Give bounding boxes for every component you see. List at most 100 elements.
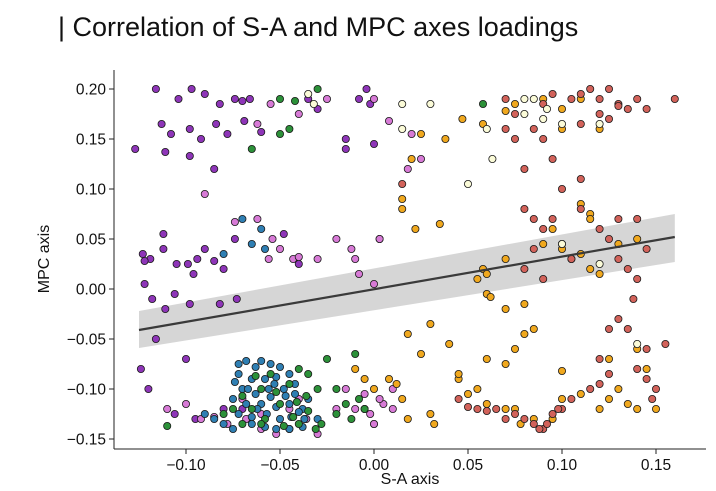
y-tick-label: −0.05	[67, 332, 106, 349]
data-point	[242, 399, 251, 408]
data-point	[586, 214, 595, 223]
data-point	[554, 404, 563, 413]
data-point	[247, 404, 256, 413]
data-point	[595, 95, 604, 104]
data-point	[548, 224, 557, 233]
y-tick-label: 0.05	[76, 232, 106, 249]
data-point	[292, 397, 301, 406]
data-point	[219, 409, 228, 418]
data-point	[140, 256, 149, 265]
data-point	[257, 384, 266, 393]
data-point	[228, 424, 237, 433]
data-point	[347, 414, 356, 423]
data-point	[238, 391, 247, 400]
x-tick-label: 0.10	[547, 457, 578, 474]
data-point	[501, 359, 510, 368]
data-point	[351, 404, 360, 413]
data-point	[172, 259, 181, 268]
data-point	[266, 392, 275, 401]
data-point	[539, 224, 548, 233]
data-point	[501, 254, 510, 263]
data-point	[642, 374, 651, 383]
data-point	[633, 234, 642, 243]
data-point	[260, 244, 269, 253]
data-point	[623, 399, 632, 408]
data-point	[623, 324, 632, 333]
data-point	[614, 102, 623, 111]
data-point	[185, 125, 194, 134]
data-point	[183, 259, 192, 268]
data-point	[595, 120, 604, 129]
data-point	[486, 292, 495, 301]
data-point	[369, 384, 378, 393]
data-point	[435, 219, 444, 228]
data-point	[341, 134, 350, 143]
data-point	[148, 294, 157, 303]
data-point	[426, 319, 435, 328]
data-point	[595, 354, 604, 363]
data-point	[245, 95, 254, 104]
data-point	[633, 404, 642, 413]
data-point	[369, 95, 378, 104]
data-point	[294, 419, 303, 428]
data-point	[362, 85, 371, 94]
data-point	[247, 144, 256, 153]
data-point	[275, 244, 284, 253]
data-point	[151, 334, 160, 343]
data-point	[398, 179, 407, 188]
data-point	[539, 134, 548, 143]
y-tick-label: 0.15	[76, 132, 106, 149]
data-point	[234, 369, 243, 378]
data-point	[230, 377, 239, 386]
data-point	[294, 407, 303, 416]
data-point	[482, 269, 491, 278]
data-point	[219, 249, 228, 258]
data-point	[510, 409, 519, 418]
data-point	[473, 384, 482, 393]
data-point	[633, 274, 642, 283]
x-tick-label: −0.05	[260, 457, 299, 474]
data-point	[275, 129, 284, 138]
data-point	[529, 324, 538, 333]
data-point	[232, 294, 241, 303]
data-point	[159, 244, 168, 253]
data-point	[614, 314, 623, 323]
x-axis-label: S-A axis	[381, 471, 440, 488]
data-point	[576, 120, 585, 129]
data-point	[210, 414, 219, 423]
data-point	[463, 389, 472, 398]
confidence-band	[139, 214, 675, 348]
data-point	[558, 239, 567, 248]
data-point	[520, 299, 529, 308]
data-point	[230, 234, 239, 243]
data-point	[539, 115, 548, 124]
data-point	[558, 120, 567, 129]
data-point	[185, 299, 194, 308]
data-point	[398, 100, 407, 109]
data-point	[482, 354, 491, 363]
chart-title: | Correlation of S-A and MPC axes loadin…	[58, 12, 579, 42]
y-tick-label: 0.00	[76, 282, 107, 299]
data-point	[473, 274, 482, 283]
data-point	[163, 404, 172, 413]
data-point	[445, 339, 454, 348]
data-point	[281, 391, 290, 400]
data-point	[648, 394, 657, 403]
data-point	[253, 214, 262, 223]
data-point	[510, 110, 519, 119]
data-point	[341, 399, 350, 408]
data-point	[266, 369, 275, 378]
data-point	[605, 354, 614, 363]
data-point	[463, 179, 472, 188]
data-point	[285, 125, 294, 134]
data-point	[403, 164, 412, 173]
data-point	[652, 404, 661, 413]
data-point	[398, 204, 407, 213]
data-point	[595, 404, 604, 413]
data-point	[215, 299, 224, 308]
x-tick-label: 0.00	[359, 457, 390, 474]
data-point	[181, 399, 190, 408]
data-point	[200, 189, 209, 198]
data-point	[285, 379, 294, 388]
data-point	[210, 256, 219, 265]
